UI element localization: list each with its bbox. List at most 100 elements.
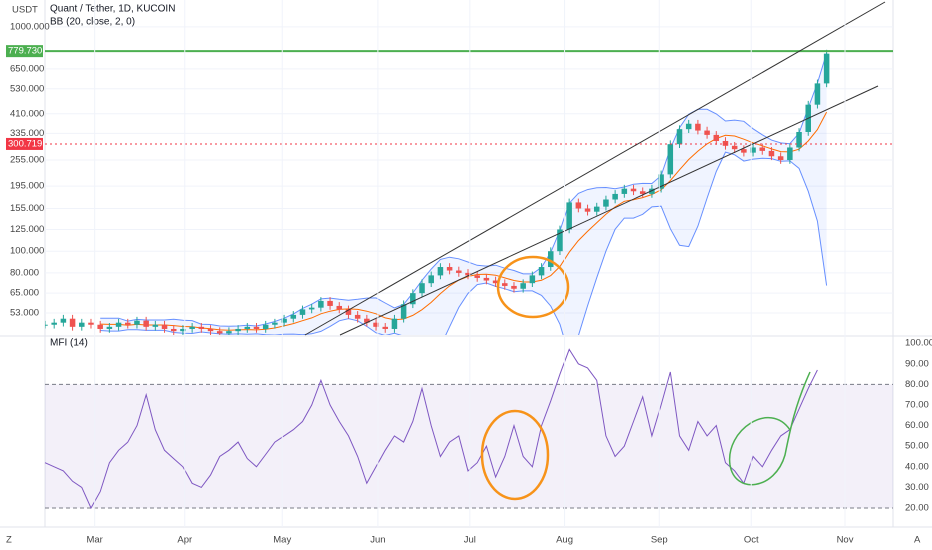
candle <box>106 326 113 329</box>
candle <box>741 149 747 153</box>
candle <box>281 318 287 323</box>
auto-scale-button[interactable]: A <box>914 535 921 546</box>
circle-annotation <box>496 255 570 319</box>
y-tick-label: 80.000 <box>10 267 39 278</box>
candle <box>382 326 388 329</box>
candle <box>318 300 324 308</box>
candle <box>60 318 67 323</box>
y-tick-label: 50.00 <box>905 441 929 452</box>
x-tick-label: May <box>273 535 291 546</box>
candle <box>667 144 674 175</box>
candle <box>465 272 471 276</box>
candle <box>373 322 379 327</box>
indicator-label: BB (20, close, 2, 0) <box>50 17 135 28</box>
candle <box>731 145 738 150</box>
trend-line <box>339 85 879 336</box>
candle <box>161 324 168 329</box>
candle <box>630 188 637 192</box>
candle <box>566 202 572 230</box>
candle <box>262 324 269 329</box>
candle <box>787 147 793 161</box>
candle <box>419 283 425 294</box>
y-tick-label: 650.000 <box>10 63 44 74</box>
price-label-box <box>6 45 43 58</box>
candle <box>704 130 710 135</box>
candle <box>768 150 775 157</box>
x-tick-label: Aug <box>556 535 573 546</box>
trend-line <box>304 1 886 336</box>
bb-upper <box>100 52 828 327</box>
y-tick-label: 125.000 <box>10 224 44 235</box>
candle <box>207 328 214 332</box>
y-tick-label: 80.00 <box>905 379 929 390</box>
candle <box>88 322 94 325</box>
candle <box>759 147 766 151</box>
x-tick-label: Nov <box>837 535 854 546</box>
y-tick-label: 40.00 <box>905 461 929 472</box>
candle <box>529 275 536 284</box>
candle <box>189 326 195 329</box>
candle <box>658 174 664 189</box>
candle <box>69 318 76 327</box>
candle <box>97 324 103 329</box>
candle <box>796 131 802 148</box>
candle <box>520 283 526 289</box>
candle <box>814 83 821 105</box>
candle <box>511 285 517 289</box>
candle <box>51 322 57 325</box>
candle <box>492 280 499 284</box>
candle <box>244 326 251 329</box>
candle <box>143 320 149 327</box>
candle <box>483 277 490 281</box>
candle <box>722 140 729 146</box>
y-tick-label: 1000.000 <box>10 21 50 32</box>
x-tick-label: Jun <box>370 535 385 546</box>
candle <box>79 322 85 327</box>
unit-label: USDT <box>12 5 38 16</box>
candle <box>327 300 333 306</box>
y-tick-label: 70.00 <box>905 400 929 411</box>
candle <box>272 322 278 325</box>
candle <box>290 314 297 319</box>
circle-annotation <box>480 409 550 501</box>
candle <box>45 324 48 326</box>
x-tick-label: Apr <box>177 535 192 546</box>
candle <box>180 328 186 332</box>
candle <box>391 318 398 329</box>
candle <box>676 129 683 145</box>
y-tick-label: 530.000 <box>10 83 44 94</box>
candle <box>152 324 159 327</box>
candle <box>299 309 306 315</box>
candle <box>685 123 692 130</box>
y-tick-label: 255.000 <box>10 155 44 166</box>
x-tick-label: Mar <box>86 535 102 546</box>
candle <box>649 188 655 194</box>
candle <box>410 293 416 305</box>
annotations <box>304 1 886 501</box>
candle <box>474 275 480 278</box>
candle <box>216 331 223 334</box>
candle <box>695 123 701 131</box>
candle <box>446 267 453 271</box>
candle <box>621 188 628 194</box>
x-tick-label: Sep <box>651 535 668 546</box>
candle <box>364 318 370 323</box>
candle <box>502 283 508 286</box>
y-tick-label: 195.000 <box>10 181 44 192</box>
candle <box>253 326 260 329</box>
candle <box>639 191 646 194</box>
candle <box>603 199 609 207</box>
x-tick-label: Jul <box>464 535 476 546</box>
candle <box>750 147 756 153</box>
timezone-button[interactable]: Z <box>6 535 12 546</box>
candle <box>115 322 122 327</box>
candle <box>777 156 784 161</box>
candle <box>226 331 232 334</box>
candle <box>548 251 554 268</box>
y-tick-label: 100.00 <box>905 338 932 349</box>
price-label: 779.730 <box>8 46 42 57</box>
y-tick-label: 100.000 <box>10 246 44 257</box>
mfi-line <box>44 348 818 510</box>
circle-annotation <box>728 371 811 486</box>
